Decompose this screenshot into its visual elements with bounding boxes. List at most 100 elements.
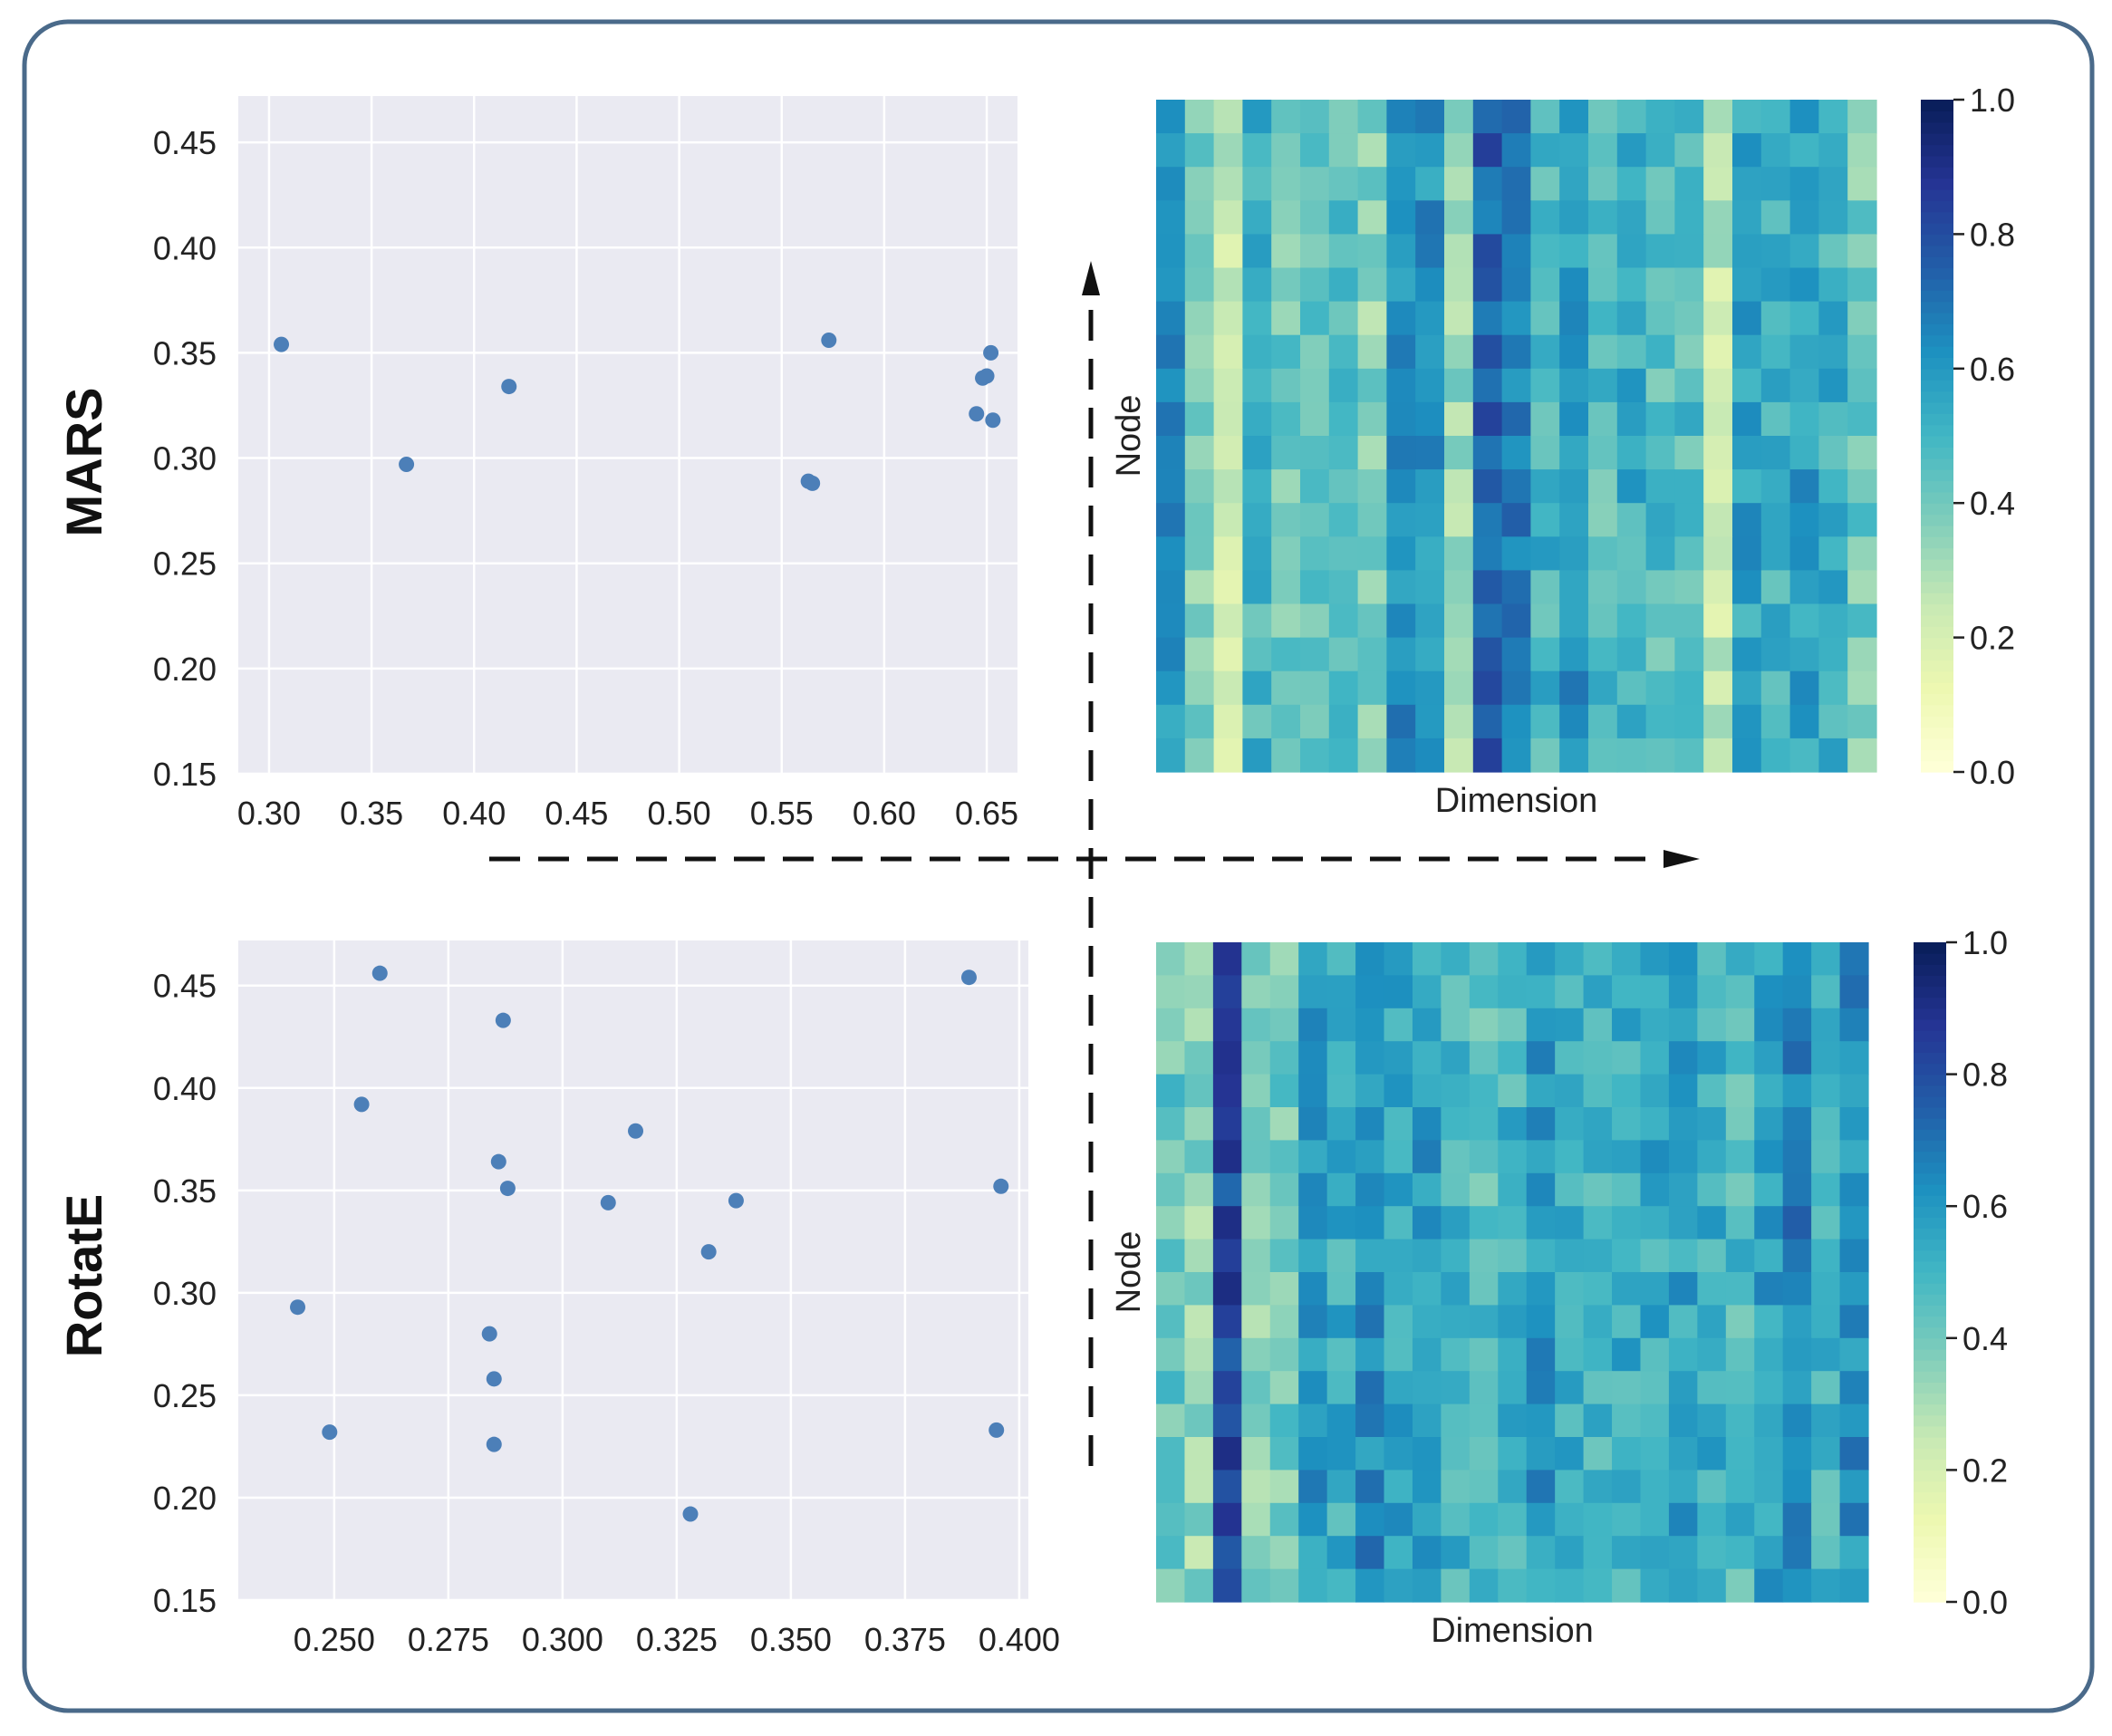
colorbar-segment [1921, 391, 1953, 403]
colorbar-segment [1914, 1260, 1946, 1273]
heatmap-cell [1501, 334, 1531, 370]
heatmap-cell [1645, 670, 1675, 706]
heatmap-cell [1616, 234, 1647, 269]
heatmap-cell [1156, 1140, 1186, 1174]
x-tick-label: 0.50 [648, 795, 711, 832]
heatmap-cell [1242, 738, 1272, 773]
heatmap-cell [1588, 436, 1618, 470]
heatmap-cell [1469, 1107, 1499, 1141]
heatmap-cell [1357, 133, 1387, 168]
heatmap-cell [1782, 1568, 1812, 1603]
heatmap-cell [1526, 1337, 1556, 1372]
heatmap-cell [1645, 267, 1675, 303]
heatmap-cell [1674, 704, 1704, 739]
heatmap-cell [1269, 975, 1299, 1009]
heatmap-cell [1674, 436, 1704, 470]
heatmap-cell [1811, 1008, 1841, 1042]
heatmap-cell [1732, 637, 1762, 672]
heatmap-cell [1213, 401, 1243, 437]
heatmap-cell [1326, 1568, 1356, 1603]
heatmap-cell [1555, 1437, 1585, 1471]
heatmap-cell [1269, 1140, 1299, 1174]
heatmap-cell [1241, 1206, 1271, 1240]
colorbar-segment [1914, 1129, 1946, 1141]
heatmap-cell [1242, 100, 1272, 134]
colorbar-tick-label: 0.6 [1970, 351, 2015, 388]
heatmap-cell [1559, 704, 1589, 739]
heatmap-cell [1811, 1074, 1841, 1108]
heatmap-cell [1583, 1140, 1613, 1174]
heatmap-cell [1811, 1371, 1841, 1405]
heatmap-cell [1588, 670, 1618, 706]
heatmap-cell [1501, 670, 1531, 706]
heatmap-cell [1530, 704, 1560, 739]
heatmap-cell [1526, 1305, 1556, 1339]
heatmap-cell [1269, 1502, 1299, 1537]
colorbar-segment [1914, 1228, 1946, 1240]
heatmap-cell [1441, 1041, 1471, 1075]
heatmap-cell [1530, 133, 1560, 168]
heatmap-cell [1213, 503, 1243, 537]
heatmap-cell [1847, 738, 1877, 773]
heatmap-cell [1328, 267, 1359, 303]
heatmap-cell [1847, 167, 1877, 201]
heatmap-cell [1818, 167, 1848, 201]
heatmap-cell [1415, 368, 1445, 403]
heatmap-cell [1555, 1272, 1585, 1306]
heatmap-cell [1645, 234, 1675, 269]
heatmap-cell [1386, 469, 1416, 504]
heatmap-cell [1156, 469, 1186, 504]
y-tick-label: 0.15 [153, 756, 217, 793]
heatmap-cell [1754, 1568, 1784, 1603]
heatmap-cell [1616, 167, 1647, 201]
heatmap-cell [1530, 368, 1560, 403]
heatmap-cell [1811, 942, 1841, 976]
heatmap-cell [1501, 234, 1531, 269]
data-point [985, 412, 1001, 429]
heatmap-cell [1559, 401, 1589, 437]
colorbar-segment [1914, 1294, 1946, 1306]
heatmap-cell [1300, 704, 1330, 739]
heatmap-cell [1384, 1305, 1413, 1339]
heatmap-cell [1213, 267, 1243, 303]
heatmap-cell [1818, 234, 1848, 269]
heatmap-cell [1526, 1502, 1556, 1537]
heatmap-cell [1668, 1074, 1698, 1108]
colorbar-segment [1921, 357, 1953, 370]
heatmap-cell [1355, 1305, 1385, 1339]
colorbar-segment [1914, 1172, 1946, 1185]
heatmap-cell [1384, 1470, 1413, 1504]
heatmap-cell [1156, 1470, 1186, 1504]
heatmap-cell [1754, 1403, 1784, 1438]
heatmap-cell [1847, 436, 1877, 470]
heatmap-cell [1184, 167, 1215, 201]
heatmap-cell [1668, 1272, 1698, 1306]
heatmap-cell [1498, 1140, 1528, 1174]
heatmap-cell [1241, 1371, 1271, 1405]
heatmap-cell [1782, 1074, 1812, 1108]
heatmap-cell [1789, 570, 1819, 605]
heatmap-cell [1818, 133, 1848, 168]
heatmap-cell [1847, 570, 1877, 605]
heatmap-cell [1242, 200, 1272, 235]
heatmap-cell [1441, 1502, 1471, 1537]
heatmap-cell [1441, 1403, 1471, 1438]
heatmap-cell [1754, 1536, 1784, 1570]
heatmap-cell [1697, 1107, 1727, 1141]
data-point [274, 336, 290, 352]
heatmap-cell [1588, 469, 1618, 504]
data-point [353, 1096, 370, 1113]
heatmap-cell [1415, 738, 1445, 773]
heatmap-cell [1213, 301, 1243, 336]
heatmap-cell [1469, 1536, 1499, 1570]
heatmap-cell [1498, 1305, 1528, 1339]
heatmap-cell [1583, 1437, 1613, 1471]
heatmap-cell [1241, 975, 1271, 1009]
x-tick-label: 0.40 [442, 795, 506, 832]
heatmap-cell [1640, 1305, 1670, 1339]
heatmap-cell [1412, 1272, 1442, 1306]
heatmap-cell [1498, 975, 1528, 1009]
heatmap-cell [1326, 1371, 1356, 1405]
heatmap-cell [1697, 1008, 1727, 1042]
heatmap-cell [1269, 1337, 1299, 1372]
